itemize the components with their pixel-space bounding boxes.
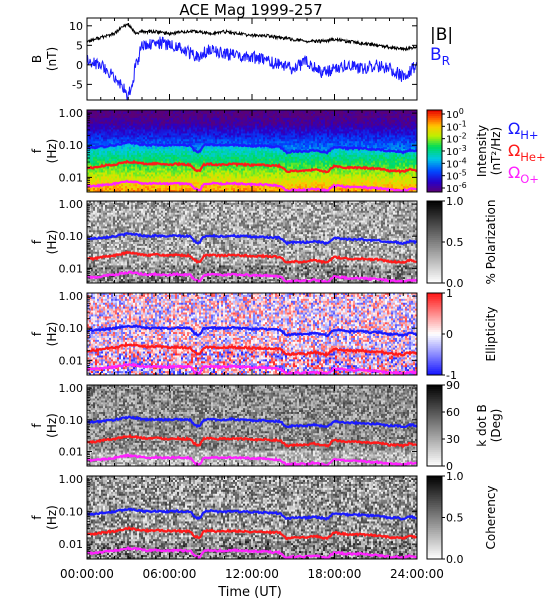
b-field-panel: 10 5 0 -5 B (nT) bbox=[30, 20, 417, 100]
series-line-b-magnitude bbox=[87, 23, 417, 50]
legend-item-b-r: BR bbox=[430, 45, 451, 68]
y-tick-label: -5 bbox=[72, 78, 83, 91]
y-tick-label: 10 bbox=[69, 20, 83, 33]
y-axis-label: B bbox=[30, 55, 44, 63]
series-line-b-r bbox=[87, 37, 417, 100]
y-axis-unit: (nT) bbox=[45, 47, 59, 71]
b-legend: |B|BR bbox=[430, 25, 453, 68]
heatmap-intensity bbox=[87, 110, 417, 192]
chart-title: ACE Mag 1999-257 bbox=[179, 1, 322, 19]
y-tick-label: 0 bbox=[76, 59, 83, 72]
legend-item-b-magnitude: |B| bbox=[430, 25, 453, 45]
x-axis-label: Time (UT) bbox=[217, 585, 282, 600]
y-tick-label: 5 bbox=[76, 39, 83, 52]
